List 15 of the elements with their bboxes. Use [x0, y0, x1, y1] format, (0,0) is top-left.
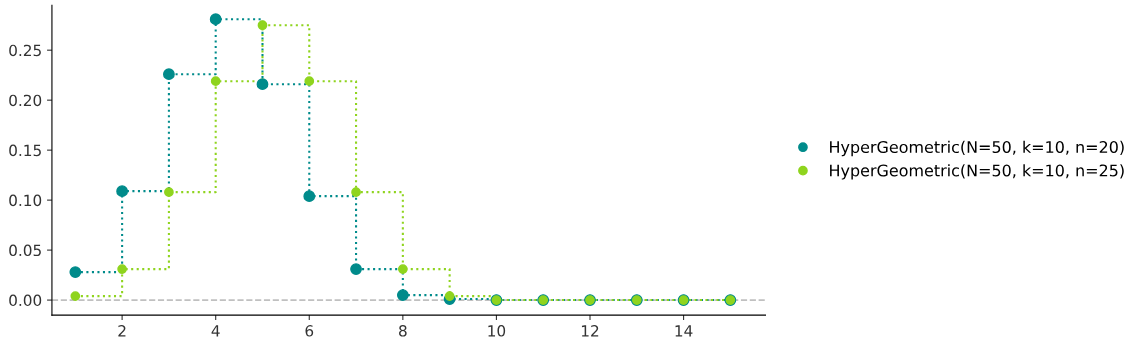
legend-label: HyperGeometric(N=50, k=10, n=25) [830, 164, 1124, 180]
y-tick-label: 0.05 [9, 244, 41, 257]
x-tick-label: 12 [581, 325, 599, 337]
y-tick-label: 0.00 [9, 294, 42, 307]
x-tick-label: 4 [211, 325, 220, 337]
y-tick-label: 0.20 [9, 94, 42, 107]
x-tick-label: 14 [675, 325, 693, 337]
y-tick-label: 0.25 [9, 44, 41, 57]
legend-label: HyperGeometric(N=50, k=10, n=20) [830, 140, 1124, 157]
x-tick-label: 10 [488, 325, 506, 337]
y-tick-label: 0.15 [9, 144, 41, 157]
x-tick-label: 2 [118, 325, 126, 337]
x-tick-label: 6 [305, 325, 314, 337]
y-tick-label: 0.10 [9, 194, 42, 207]
x-tick-label: 8 [399, 325, 407, 337]
